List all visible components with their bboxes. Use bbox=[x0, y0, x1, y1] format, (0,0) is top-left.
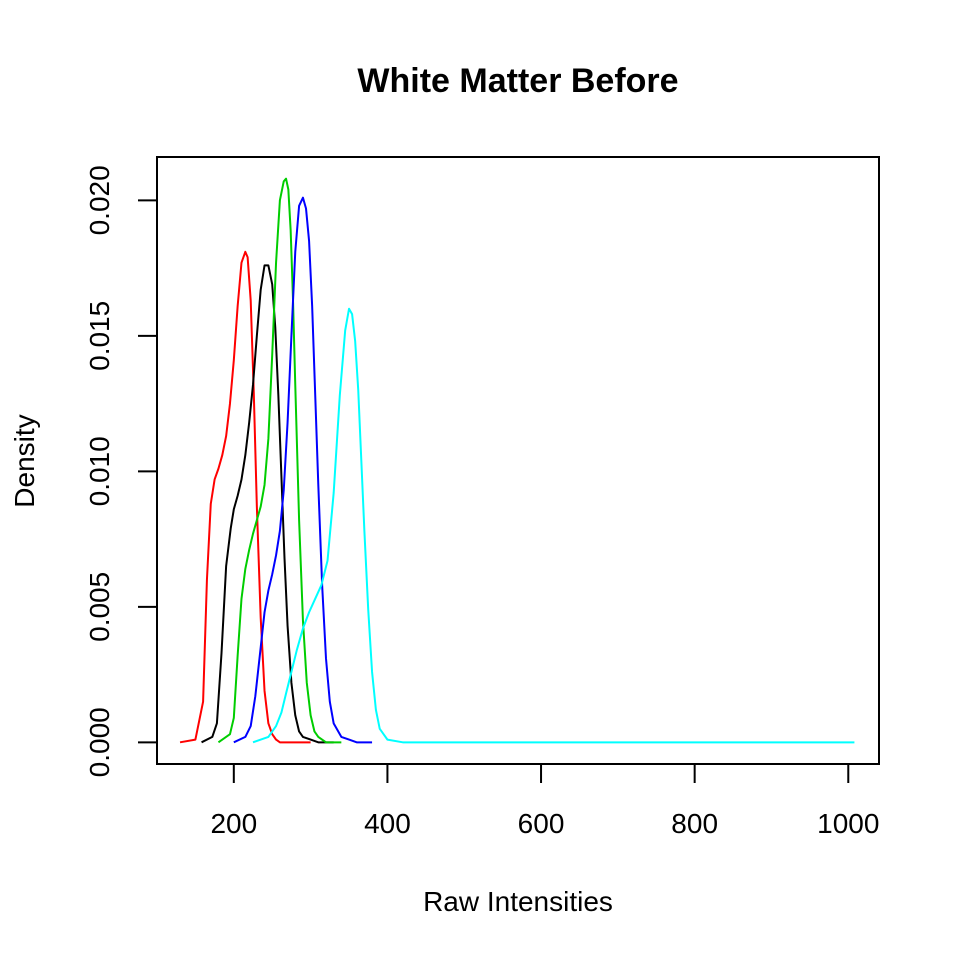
density-line-3 bbox=[217, 177, 342, 744]
density-line-5 bbox=[252, 307, 855, 744]
y-tick-label: 0.000 bbox=[84, 707, 115, 777]
x-tick-label: 600 bbox=[518, 808, 565, 839]
chart-title: White Matter Before bbox=[357, 62, 678, 100]
y-tick-label: 0.020 bbox=[84, 165, 115, 235]
x-tick-label: 400 bbox=[364, 808, 411, 839]
x-axis-label: Raw Intensities bbox=[423, 886, 613, 917]
y-axis-label: Density bbox=[9, 414, 40, 507]
x-tick-label: 800 bbox=[671, 808, 718, 839]
density-line-4 bbox=[233, 196, 373, 744]
y-tick-label: 0.010 bbox=[84, 436, 115, 506]
y-tick-label: 0.015 bbox=[84, 301, 115, 371]
x-tick-label: 1000 bbox=[817, 808, 879, 839]
x-axis: 200 400 600 800 1000 bbox=[210, 763, 879, 839]
y-tick-label: 0.005 bbox=[84, 572, 115, 642]
density-line-1 bbox=[179, 250, 311, 744]
y-axis: 0.000 0.005 0.010 0.015 0.020 bbox=[84, 165, 158, 777]
plot-frame bbox=[156, 156, 880, 765]
series-layer bbox=[179, 177, 855, 744]
x-tick-label: 200 bbox=[210, 808, 257, 839]
density-line-2 bbox=[201, 264, 334, 744]
